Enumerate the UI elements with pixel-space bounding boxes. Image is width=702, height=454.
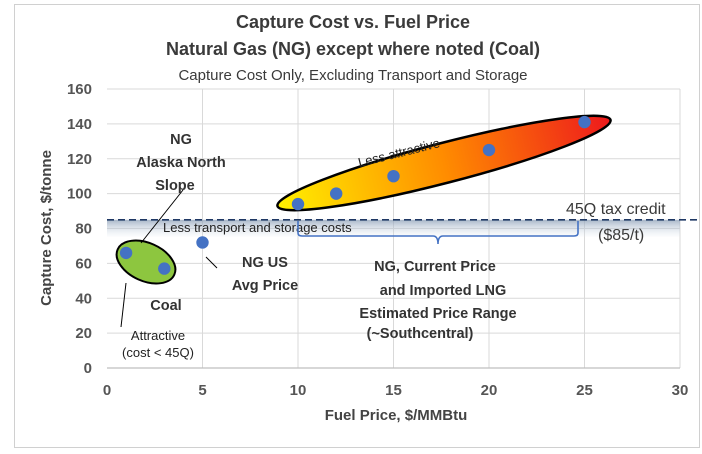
ng-range-label-1: NG, Current Price (374, 259, 496, 275)
attractive-label-1: Attractive (131, 328, 185, 343)
y-tick-40: 40 (75, 290, 92, 307)
less-attractive-zone (276, 114, 612, 212)
y-tick-0: 0 (84, 360, 92, 377)
coal-label: Coal (150, 298, 181, 314)
y-tick-20: 20 (75, 325, 92, 342)
ng-alaska-label-1: NG (170, 132, 192, 148)
ng-alaska-label-3: Slope (155, 178, 194, 194)
ng-us-leader (205, 256, 218, 269)
y-tick-100: 100 (67, 186, 92, 203)
ng-range-label-2: and Imported LNG (380, 283, 506, 299)
chart-title-2: Natural Gas (NG) except where noted (Coa… (166, 39, 540, 59)
data-point-2 (196, 236, 209, 249)
ng-range-label-3: Estimated Price Range (359, 306, 516, 322)
attractive-label-2: (cost < 45Q) (122, 345, 194, 360)
x-axis-label: Fuel Price, $/MMBtu (325, 407, 468, 424)
data-point-7 (578, 115, 591, 129)
tax-credit-value: ($85/t) (598, 227, 644, 244)
data-point-5 (387, 169, 400, 183)
data-point-0 (119, 246, 133, 260)
ng-range-label-4: (~Southcentral) (367, 326, 474, 342)
y-tick-160: 160 (67, 81, 92, 98)
x-tick-labels: 0 5 10 15 20 25 30 (103, 382, 689, 399)
x-tick-25: 25 (576, 382, 593, 399)
x-tick-5: 5 (198, 382, 206, 399)
x-tick-30: 30 (672, 382, 689, 399)
y-axis-label: Capture Cost, $/tonne (38, 150, 55, 306)
alaska-leader (140, 189, 184, 244)
chart-subtitle: Capture Cost Only, Excluding Transport a… (178, 67, 527, 84)
y-tick-labels: 0 20 40 60 80 100 120 140 160 (67, 81, 92, 377)
y-tick-140: 140 (67, 116, 92, 133)
chart-title: Capture Cost vs. Fuel Price (236, 12, 470, 32)
x-tick-15: 15 (385, 382, 402, 399)
ng-us-label-2: Avg Price (232, 278, 298, 294)
data-point-3 (291, 197, 305, 211)
attractive-zone (115, 239, 177, 285)
y-tick-60: 60 (75, 255, 92, 272)
attractive-leader (120, 282, 127, 328)
ng-alaska-label-2: Alaska North (136, 155, 225, 171)
tax-credit-label: 45Q tax credit (566, 201, 666, 218)
data-points (119, 115, 591, 275)
data-point-6 (482, 143, 496, 157)
ng-us-label-1: NG US (242, 255, 288, 271)
band-label: Less transport and storage costs (163, 220, 352, 235)
ng-range-brace (297, 221, 579, 245)
x-tick-0: 0 (103, 382, 111, 399)
transport-storage-band (107, 219, 680, 237)
data-point-4 (330, 187, 343, 200)
data-point-1 (158, 262, 171, 275)
y-tick-120: 120 (67, 151, 92, 168)
x-tick-20: 20 (481, 382, 498, 399)
y-tick-80: 80 (75, 221, 92, 238)
x-tick-10: 10 (290, 382, 307, 399)
